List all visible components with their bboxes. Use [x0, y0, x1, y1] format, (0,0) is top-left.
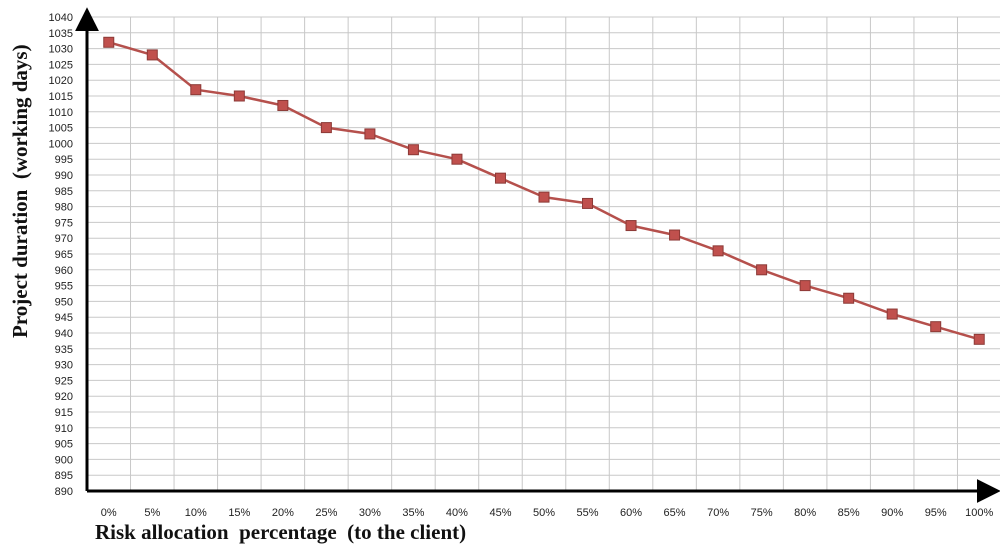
- y-tick-label: 965: [55, 249, 73, 261]
- grid: [86, 16, 1000, 492]
- y-tick-labels: 890 895 900 905 910 915 920 925 930 935 940 945 950 9…: [49, 12, 73, 498]
- y-tick-label: 975: [55, 217, 73, 229]
- y-tick-label: 970: [55, 233, 73, 245]
- y-tick-label: 960: [55, 265, 73, 277]
- data-point-marker: [538, 191, 550, 203]
- y-tick-label: 985: [55, 186, 73, 198]
- x-tick-label: 95%: [925, 507, 947, 519]
- data-point-marker: [364, 128, 376, 140]
- data-point-marker: [407, 144, 419, 156]
- y-tick-label: 1000: [49, 138, 73, 150]
- x-tick-label: 40%: [446, 507, 468, 519]
- y-tick-label: 1020: [49, 75, 73, 87]
- data-point-marker: [712, 245, 724, 257]
- x-tick-label: 90%: [881, 507, 903, 519]
- x-tick-label: 60%: [620, 507, 642, 519]
- y-tick-label: 890: [55, 486, 73, 498]
- y-tick-label: 930: [55, 360, 73, 372]
- data-point-marker: [146, 49, 158, 61]
- data-point-marker: [669, 229, 681, 241]
- y-tick-label: 1030: [49, 44, 73, 56]
- data-point-marker: [625, 220, 637, 232]
- x-tick-label: 100%: [965, 507, 993, 519]
- data-point-marker: [973, 333, 985, 345]
- y-tick-label: 935: [55, 344, 73, 356]
- y-tick-label: 1010: [49, 107, 73, 119]
- x-tick-label: 85%: [838, 507, 860, 519]
- x-tick-label: 25%: [315, 507, 337, 519]
- y-axis-title: Project duration (working days): [8, 44, 32, 338]
- x-tick-label: 15%: [228, 507, 250, 519]
- y-tick-label: 925: [55, 375, 73, 387]
- x-tick-label: 20%: [272, 507, 294, 519]
- x-tick-label: 45%: [489, 507, 511, 519]
- y-tick-label: 940: [55, 328, 73, 340]
- x-tick-label: 50%: [533, 507, 555, 519]
- x-tick-label: 30%: [359, 507, 381, 519]
- y-tick-label: 915: [55, 407, 73, 419]
- y-tick-label: 955: [55, 281, 73, 293]
- y-tick-label: 990: [55, 170, 73, 182]
- y-tick-label: 1035: [49, 28, 73, 40]
- y-tick-label: 1025: [49, 59, 73, 71]
- y-tick-label: 895: [55, 470, 73, 482]
- y-tick-label: 910: [55, 423, 73, 435]
- x-tick-label: 35%: [402, 507, 424, 519]
- x-tick-label: 0%: [101, 507, 117, 519]
- x-tick-label: 5%: [144, 507, 160, 519]
- x-tick-label: 75%: [751, 507, 773, 519]
- data-point-marker: [103, 36, 115, 48]
- x-tick-label: 55%: [577, 507, 599, 519]
- data-point-marker: [320, 122, 332, 134]
- data-point-markers: [103, 36, 985, 345]
- axes: [75, 7, 1000, 503]
- x-tick-labels: 0% 5% 10% 15% 20% 25% 30% 35% 40% 45% 50% 55% 60% 65%…: [101, 507, 994, 519]
- y-tick-label: 1015: [49, 91, 73, 103]
- y-tick-label: 950: [55, 296, 73, 308]
- y-tick-label: 1040: [49, 12, 73, 24]
- x-tick-label: 65%: [664, 507, 686, 519]
- y-tick-label: 900: [55, 454, 73, 466]
- y-tick-label: 920: [55, 391, 73, 403]
- x-tick-label: 70%: [707, 507, 729, 519]
- data-point-marker: [756, 264, 768, 276]
- x-axis-title: Risk allocation percentage (to the clien…: [95, 520, 466, 544]
- data-point-marker: [494, 172, 506, 184]
- y-tick-label: 995: [55, 154, 73, 166]
- y-tick-label: 905: [55, 439, 73, 451]
- x-tick-label: 10%: [185, 507, 207, 519]
- data-point-marker: [799, 280, 811, 292]
- data-point-marker: [930, 321, 942, 333]
- data-point-marker: [190, 84, 202, 96]
- data-point-marker: [886, 308, 898, 320]
- data-point-marker: [277, 99, 289, 111]
- y-tick-label: 945: [55, 312, 73, 324]
- y-tick-label: 1005: [49, 123, 73, 135]
- data-point-marker: [451, 153, 463, 165]
- y-tick-label: 980: [55, 202, 73, 214]
- data-point-marker: [582, 197, 594, 209]
- x-tick-label: 80%: [794, 507, 816, 519]
- data-point-marker: [843, 292, 855, 304]
- data-point-marker: [233, 90, 245, 102]
